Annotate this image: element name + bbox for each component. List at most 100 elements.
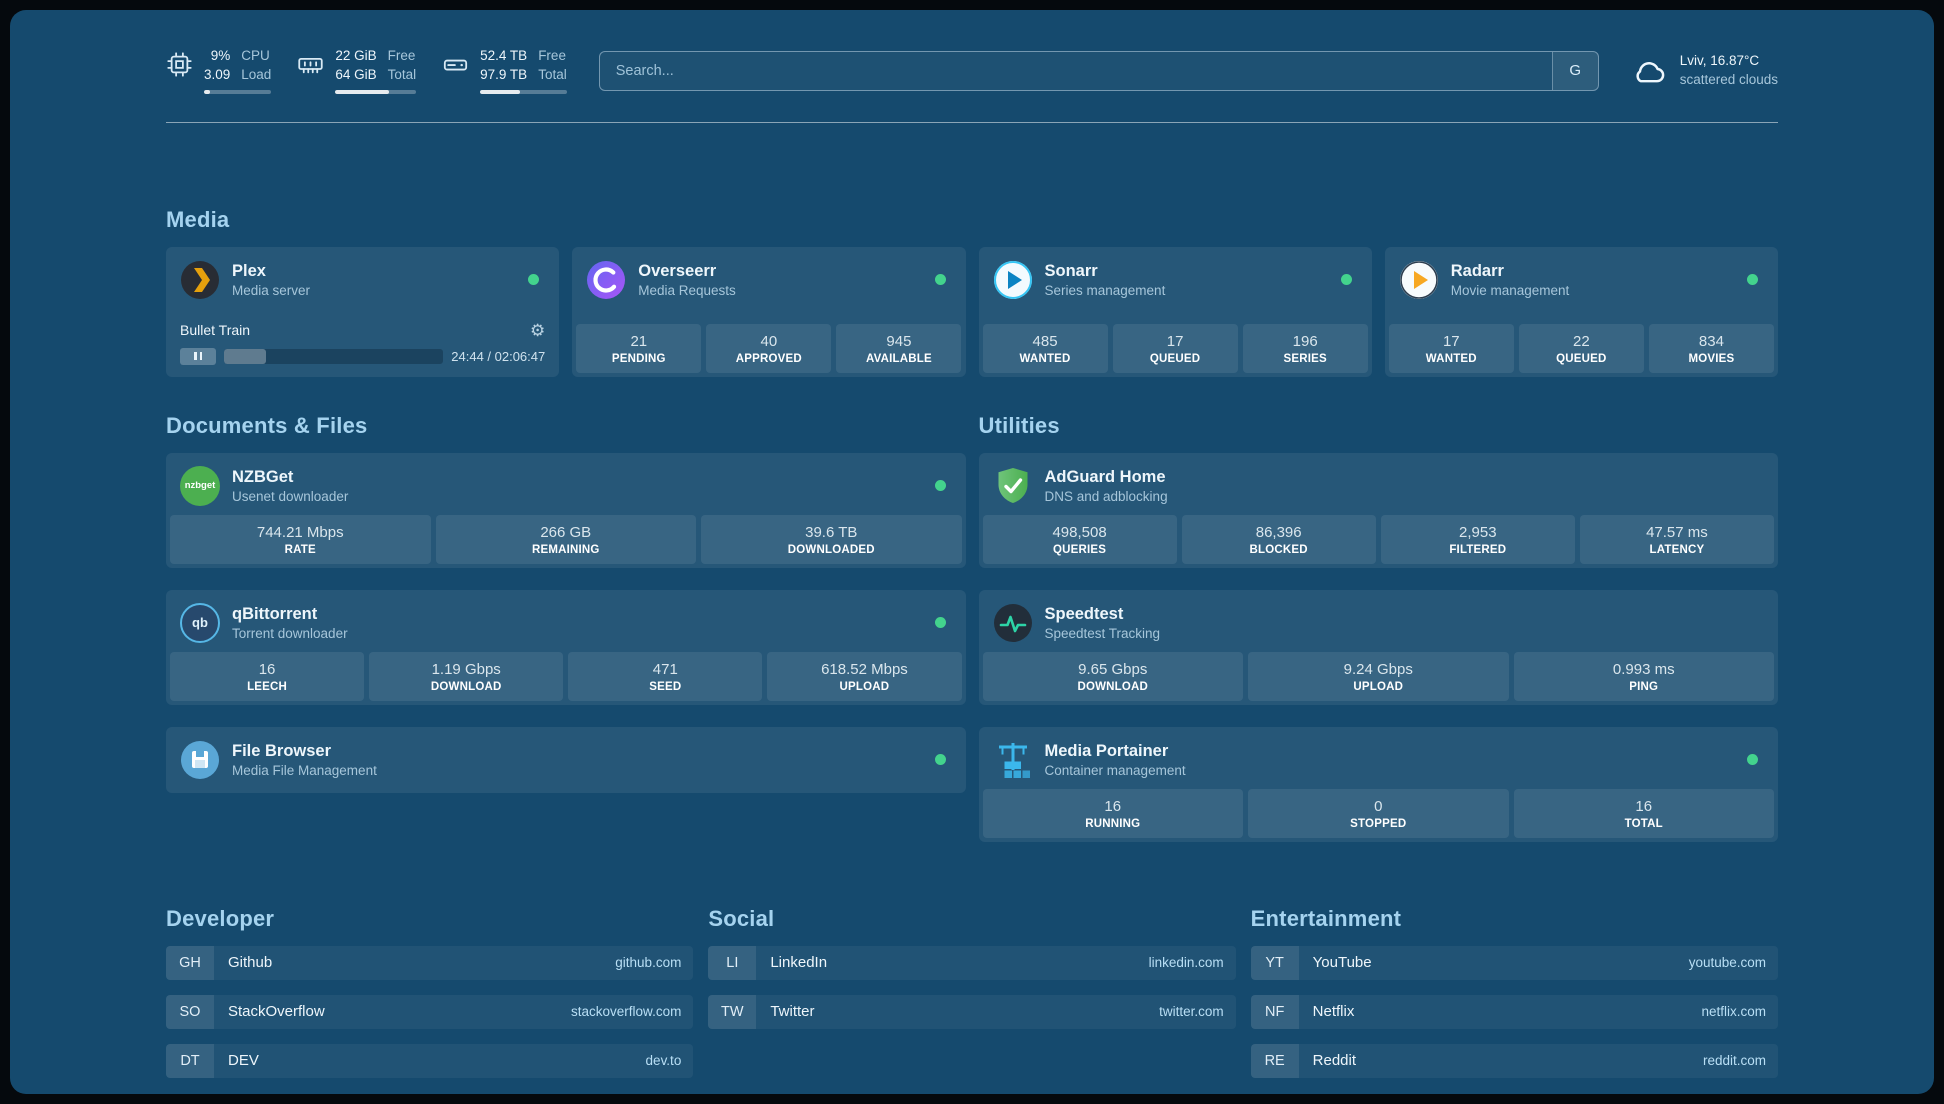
stat-latency: 47.57 ms LATENCY: [1579, 514, 1774, 564]
service-card-plex[interactable]: Plex Media server Bullet Train ⚙ 24:44 /…: [166, 246, 560, 377]
status-dot: [934, 480, 946, 492]
stat-label: UPLOAD: [839, 680, 890, 693]
stat-value: 47.57 ms: [1646, 523, 1708, 541]
cpu-label: CPU: [241, 48, 270, 63]
service-name: File Browser: [232, 741, 332, 760]
service-card-filebrowser[interactable]: File Browser Media File Management: [166, 726, 966, 793]
stat-label: DOWNLOAD: [1077, 680, 1149, 693]
stat-approved: 40 APPROVED: [706, 323, 832, 373]
stat-value: 1.19 Gbps: [431, 660, 501, 678]
bookmark-twitter[interactable]: TW Twitter twitter.com: [708, 994, 1236, 1029]
stat-label: UPLOAD: [1353, 680, 1404, 693]
stat-value: 266 GB: [540, 523, 592, 541]
service-name: Speedtest: [1044, 604, 1124, 623]
search-provider-button[interactable]: G: [1551, 51, 1598, 90]
stat-pending: 21 PENDING: [576, 323, 702, 373]
status-dot: [1340, 274, 1352, 286]
service-card-qbittorrent[interactable]: qb qBittorrent Torrent downloader 16 LEE…: [166, 589, 966, 705]
disk-widget: 52.4 TB 97.9 TB Free Total: [442, 48, 567, 94]
bookmark-abbr: DT: [166, 1043, 214, 1078]
topbar-divider: [166, 121, 1778, 123]
stat-label: PING: [1629, 680, 1659, 693]
stat-filtered: 2,953 FILTERED: [1380, 514, 1575, 564]
status-dot: [1747, 274, 1758, 286]
bookmark-youtube[interactable]: YT YouTube youtube.com: [1250, 945, 1778, 980]
disk-icon: [442, 51, 469, 78]
service-subtitle: DNS and adblocking: [1044, 488, 1168, 504]
bookmark-domain: stackoverflow.com: [571, 1004, 682, 1020]
bookmark-abbr: LI: [708, 945, 757, 980]
service-name: qBittorrent: [232, 604, 318, 623]
service-subtitle: Media server: [232, 282, 311, 298]
section-media: Media Plex Media server: [166, 207, 1778, 377]
stat-label: STOPPED: [1350, 817, 1407, 830]
memory-total-label: Total: [387, 66, 417, 82]
bookmark-netflix[interactable]: NF Netflix netflix.com: [1250, 994, 1778, 1029]
service-card-adguard[interactable]: AdGuard Home DNS and adblocking 498,508 …: [978, 452, 1778, 568]
section-title-social: Social: [708, 905, 775, 931]
bookmark-dev[interactable]: DT DEV dev.to: [166, 1043, 694, 1078]
stat-label: REMAINING: [531, 543, 600, 556]
stat-value: 40: [760, 332, 778, 350]
service-name: AdGuard Home: [1044, 467, 1166, 486]
bookmark-name: Twitter: [770, 1003, 815, 1021]
stat-value: 16: [1104, 797, 1122, 815]
stat-blocked: 86,396 BLOCKED: [1181, 514, 1376, 564]
stat-queries: 498,508 QUERIES: [982, 514, 1177, 564]
utilities-column: Utilities: [978, 413, 1778, 842]
stat-value: 0: [1374, 797, 1383, 815]
stat-label: MOVIES: [1688, 352, 1735, 365]
service-name: Sonarr: [1044, 261, 1098, 280]
service-card-nzbget[interactable]: nzbget NZBGet Usenet downloader 744.21 M…: [166, 452, 966, 568]
service-card-overseerr[interactable]: Overseerr Media Requests 21 PENDING 40 A…: [572, 246, 966, 377]
service-name: NZBGet: [232, 467, 294, 486]
stat-label: QUEUED: [1149, 352, 1201, 365]
service-card-portainer[interactable]: Media Portainer Container management 16 …: [978, 726, 1778, 842]
service-card-sonarr[interactable]: Sonarr Series management 485 WANTED 17 Q…: [978, 246, 1372, 377]
bookmark-github[interactable]: GH Github github.com: [166, 945, 694, 980]
bookmark-name: StackOverflow: [228, 1003, 325, 1021]
bookmark-domain: youtube.com: [1688, 955, 1766, 971]
bookmark-group-social: Social LI LinkedIn linkedin.com TW Twitt…: [708, 905, 1236, 1078]
gear-icon[interactable]: ⚙: [530, 320, 546, 340]
stat-movies: 834 MOVIES: [1648, 323, 1774, 373]
stat-series: 196 SERIES: [1242, 323, 1368, 373]
bookmark-linkedin[interactable]: LI LinkedIn linkedin.com: [708, 945, 1236, 980]
section-title-media: Media: [166, 206, 230, 232]
service-subtitle: Movie management: [1450, 282, 1570, 298]
stat-label: QUEUED: [1556, 352, 1607, 365]
filebrowser-icon: [180, 740, 220, 780]
pause-button[interactable]: [180, 347, 216, 365]
bookmark-stackoverflow[interactable]: SO StackOverflow stackoverflow.com: [166, 994, 694, 1029]
cpu-load-value: 3.09: [204, 66, 231, 82]
stat-value: 945: [886, 332, 912, 350]
stat-label: LEECH: [247, 680, 288, 693]
portainer-icon: [993, 740, 1033, 780]
stat-remaining: 266 GB REMAINING: [435, 514, 696, 564]
weather-location: Lviv, 16.87°C: [1679, 53, 1760, 69]
stat-label: APPROVED: [735, 352, 802, 365]
service-subtitle: Container management: [1044, 762, 1186, 778]
stat-label: DOWNLOADED: [787, 543, 875, 556]
bookmark-domain: netflix.com: [1701, 1004, 1766, 1020]
stat-label: PENDING: [611, 352, 666, 365]
bookmark-abbr: RE: [1250, 1043, 1299, 1078]
stat-label: QUERIES: [1052, 543, 1107, 556]
search-input[interactable]: [599, 51, 1552, 90]
stat-upload: 9.24 Gbps UPLOAD: [1248, 651, 1509, 701]
bookmark-abbr: SO: [166, 994, 214, 1029]
stat-value: 17: [1442, 332, 1460, 350]
stat-label: RATE: [284, 543, 316, 556]
bookmark-domain: twitter.com: [1159, 1004, 1224, 1020]
memory-usage-bar: [335, 89, 417, 94]
stat-label: LATENCY: [1649, 543, 1705, 556]
playback-progress-bar[interactable]: [224, 348, 444, 364]
service-card-radarr[interactable]: Radarr Movie management 17 WANTED 22 QUE…: [1384, 246, 1778, 377]
bookmark-domain: linkedin.com: [1148, 955, 1224, 971]
stat-wanted: 17 WANTED: [1388, 323, 1514, 373]
bookmark-name: LinkedIn: [770, 954, 828, 972]
service-card-speedtest[interactable]: Speedtest Speedtest Tracking 9.65 Gbps D…: [978, 589, 1778, 705]
bookmark-group-developer: Developer GH Github github.com SO StackO…: [166, 906, 694, 1078]
stat-label: TOTAL: [1624, 817, 1663, 830]
bookmark-reddit[interactable]: RE Reddit reddit.com: [1250, 1043, 1778, 1078]
